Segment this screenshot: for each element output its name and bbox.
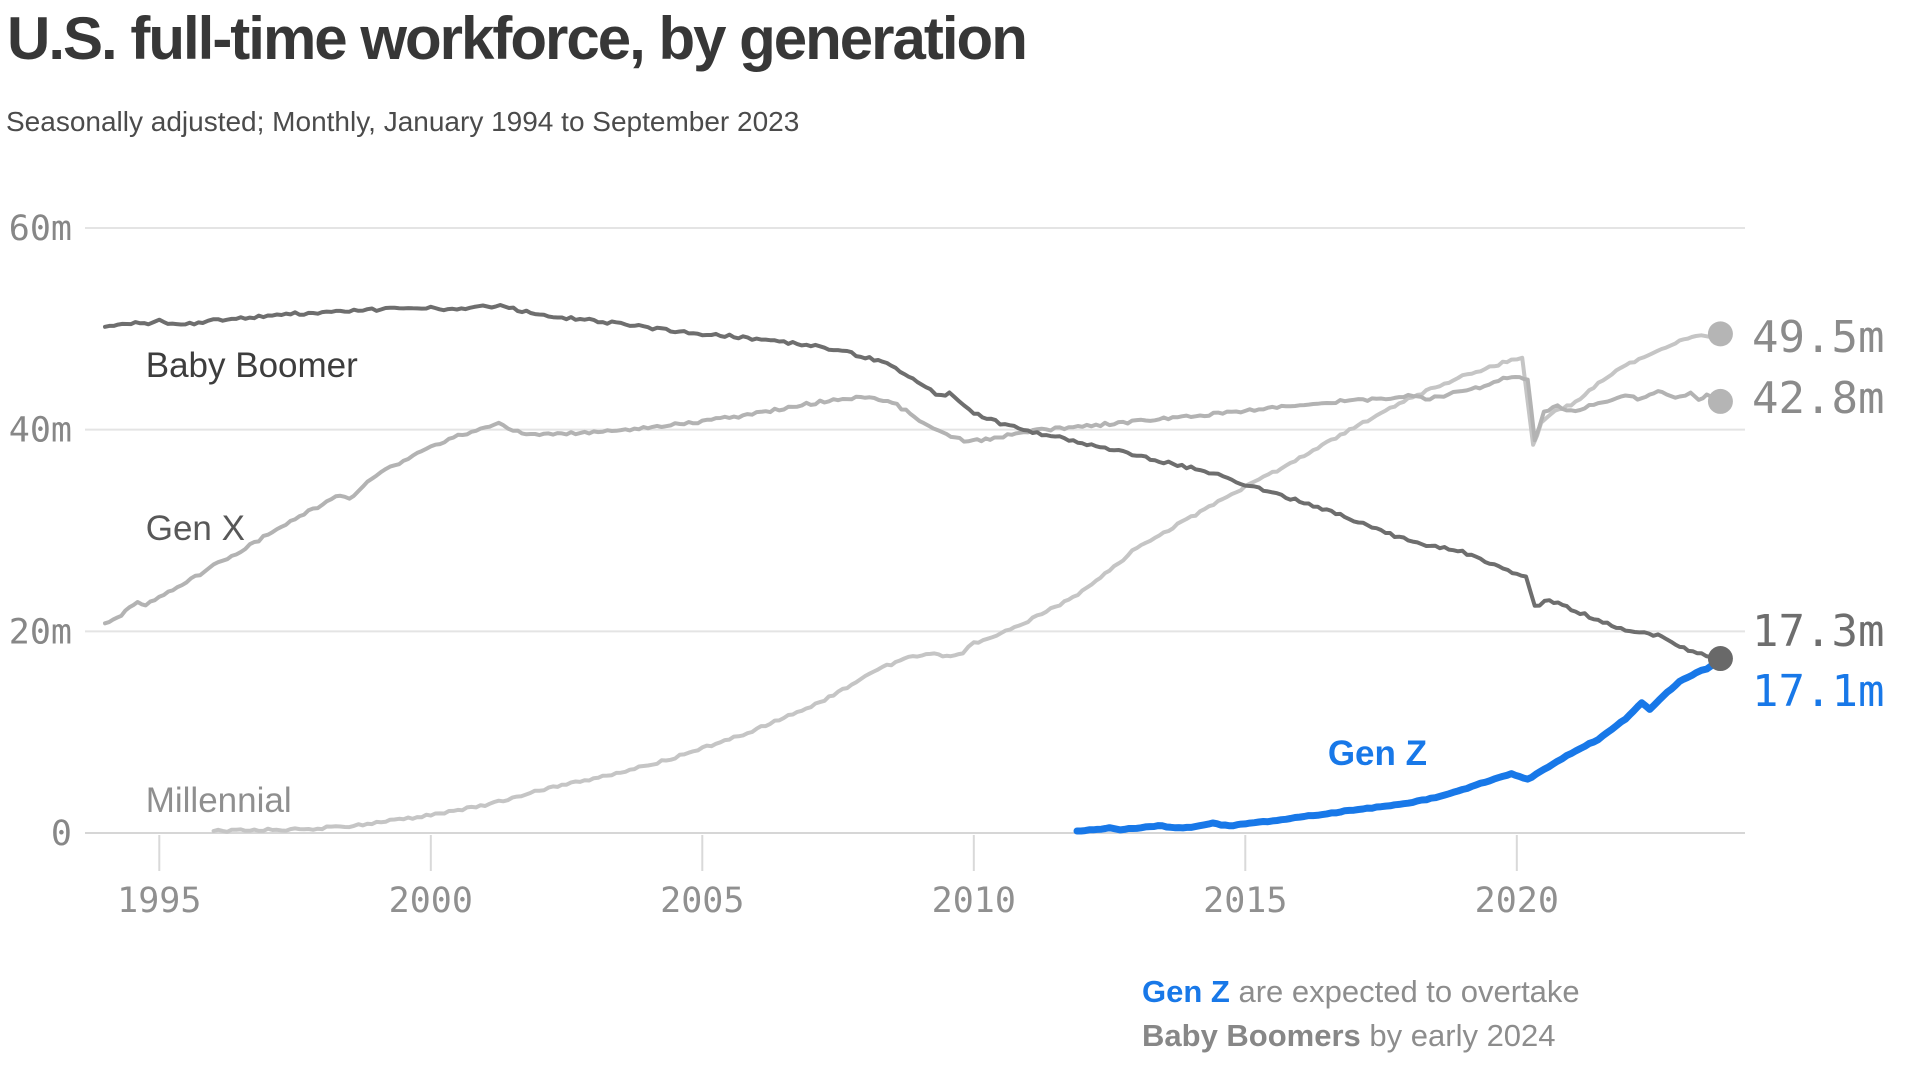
annotation-line-2: Baby Boomers by early 2024: [1142, 1014, 1580, 1058]
end-value-label-baby-boomer: 17.3m: [1752, 606, 1884, 657]
annotation-line2-text: by early 2024: [1360, 1018, 1556, 1053]
series-label-millennial: Millennial: [146, 781, 292, 820]
series-line-gen-z: [1073, 657, 1724, 835]
x-axis-label-2020: 2020: [1475, 881, 1559, 921]
annotation-line-1: Gen Z are expected to overtake: [1142, 970, 1580, 1014]
x-axis-label-2005: 2005: [660, 881, 744, 921]
series-line-baby-boomer: [103, 303, 1723, 661]
end-dot-gen-x: [1707, 388, 1733, 414]
x-axis-label-1995: 1995: [117, 881, 201, 921]
end-value-label-gen-x: 42.8m: [1752, 373, 1884, 424]
annotation-boomers-highlight: Baby Boomers: [1142, 1018, 1361, 1053]
y-axis-label-0: 0: [51, 814, 72, 854]
chart-subtitle: Seasonally adjusted; Monthly, January 19…: [6, 106, 800, 137]
y-axis-label-20: 20m: [9, 612, 72, 652]
annotation: Gen Z are expected to overtake Baby Boom…: [1142, 970, 1580, 1058]
y-axis-label-40: 40m: [9, 411, 72, 451]
y-axis-label-60: 60m: [9, 209, 72, 249]
annotation-line1-text: are expected to overtake: [1229, 974, 1580, 1009]
series-line-gen-x: [103, 375, 1723, 626]
end-value-label-gen-z: 17.1m: [1752, 666, 1884, 717]
end-dot-baby-boomer: [1707, 646, 1733, 672]
end-dot-millennial: [1707, 321, 1733, 347]
annotation-genz-highlight: Gen Z: [1142, 974, 1230, 1009]
series-label-gen-z: Gen Z: [1328, 734, 1427, 773]
chart-title: U.S. full-time workforce, by generation: [7, 5, 1028, 72]
series-label-gen-x: Gen X: [146, 509, 245, 548]
series-line-millennial: [211, 331, 1723, 834]
x-axis-label-2015: 2015: [1203, 881, 1287, 921]
series-label-baby-boomer: Baby Boomer: [146, 346, 358, 385]
x-axis-label-2000: 2000: [389, 881, 473, 921]
end-value-label-millennial: 49.5m: [1752, 312, 1884, 363]
x-axis-label-2010: 2010: [932, 881, 1016, 921]
